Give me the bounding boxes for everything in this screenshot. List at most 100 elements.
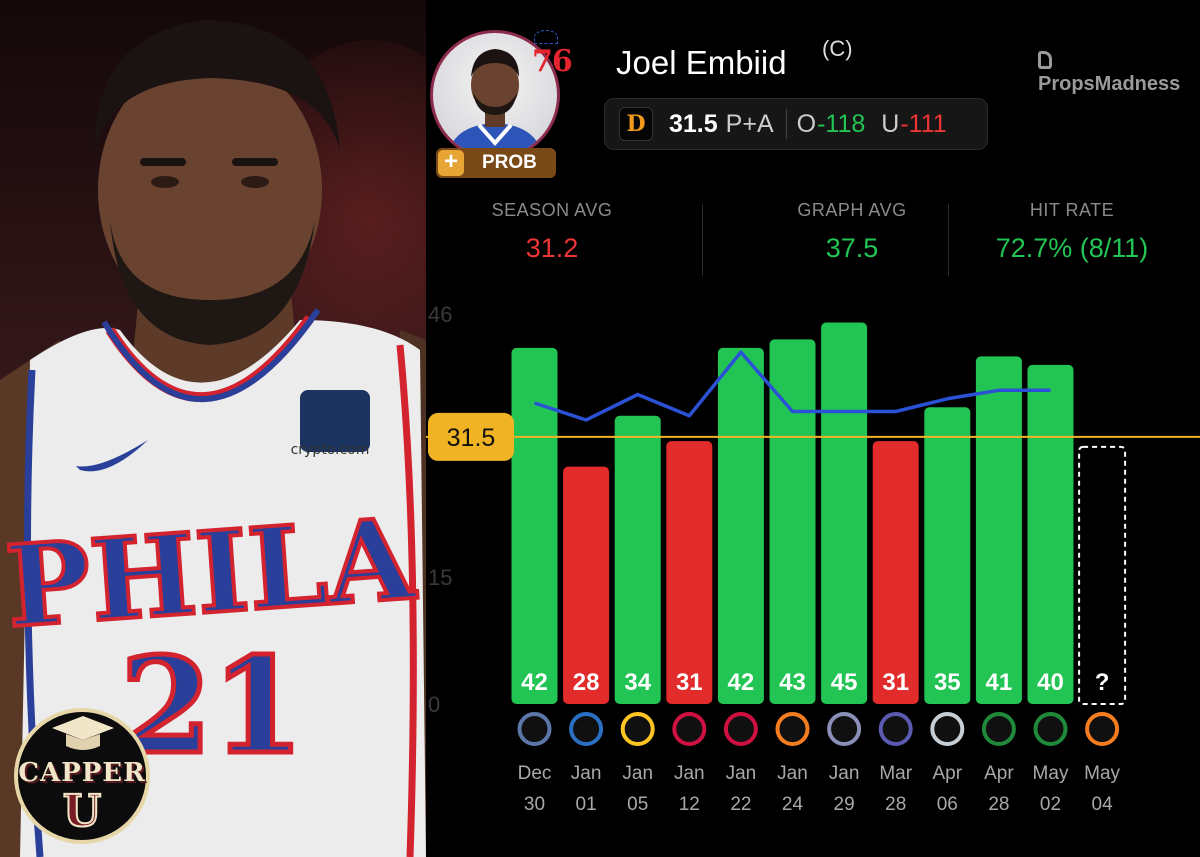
nuggets-logo-icon [620,712,655,746]
over-odds: -118 [817,109,866,138]
bar [769,339,816,704]
grizzlies-logo-icon [517,712,552,746]
stats-divider [948,204,949,276]
bar [872,441,919,704]
capper-u-logo: CAPPER U [14,708,150,844]
graph-avg-label: GRAPH AVG [797,200,907,220]
x-tick-month: May [1084,763,1120,784]
prob-badge-label: PROB [482,152,537,173]
threshold-badge [428,412,514,461]
bar-value-label: 43 [779,669,806,696]
x-tick-month: May [1033,763,1069,784]
draftkings-icon: D [619,107,653,141]
x-tick-day: 01 [576,794,597,815]
bar-value-label: 42 [521,669,548,696]
jersey-text: PHILA [2,494,420,653]
kings-logo-icon [827,712,862,746]
over-label: O [796,109,817,138]
spurs-logo-icon [930,712,965,746]
bar-value-label: 45 [831,669,858,696]
prop-type: P+A [725,109,774,138]
summary-stats: SEASON AVG 31.2 GRAPH AVG 37.5 HIT RATE … [426,200,1200,280]
x-tick-day: 06 [937,794,958,815]
bar-value-label: 28 [573,669,600,696]
prop-divider [785,109,787,139]
stats-panel: 76 + PROB Joel Embiid (C) PropsMadness D… [426,0,1200,857]
bar-value-label: 35 [934,669,961,696]
propsmadness-icon [1038,51,1052,69]
hit-rate-label: HIT RATE [1029,200,1115,220]
y-tick-label: 0 [428,692,440,717]
jersey-number: 21 [120,629,304,784]
bar [717,347,764,704]
mavericks-logo-icon [569,712,604,746]
x-tick-day: 04 [1092,794,1114,815]
y-tick-label: 46 [428,302,452,327]
bar [614,415,661,704]
hit-rate-stat: HIT RATE 72.7% (8/11) [972,200,1172,264]
raptors-logo-icon [672,712,707,746]
bar [975,356,1022,704]
x-tick-month: Jan [829,763,860,784]
x-tick-month: Apr [933,763,963,784]
bar-value-label: 41 [986,669,1013,696]
bar-value-label: 34 [624,669,651,696]
knicks-logo-icon [1085,712,1120,746]
team-logo: 76 [532,30,573,79]
x-tick-month: Jan [622,763,653,784]
team-logo-text: 76 [532,44,573,79]
x-tick-day: 02 [1040,794,1061,815]
x-tick-day: 29 [834,794,855,815]
prop-line-value: 31.5 [669,109,718,138]
game-log-chart: 46 15 0 42 28 34 31 42 43 45 31 35 41 40 ? 31.5 Dec 30 Jan… [426,302,1200,815]
capper-logo-u: U [62,785,102,838]
brand-name: PropsMadness [1038,73,1181,95]
bar [821,322,868,704]
brand-logo: PropsMadness [1038,50,1200,96]
under-label: U [881,109,900,138]
graph-avg-stat: GRAPH AVG 37.5 [752,200,952,264]
x-tick-month: Apr [984,763,1014,784]
player-name: Joel Embiid [616,44,787,81]
x-tick-day: 22 [730,794,751,815]
x-tick-day: 05 [627,794,648,815]
x-tick-day: 24 [782,794,804,815]
team-logo-stars [534,30,558,44]
bar [511,347,558,704]
x-tick-month: Dec [518,763,552,784]
rockets-logo-icon [723,712,758,746]
bar-value-label: 40 [1037,669,1064,696]
bar [563,466,610,704]
threshold-label: 31.5 [447,424,496,452]
x-tick-month: Jan [726,763,757,784]
x-tick-day: 12 [679,794,700,815]
x-tick-month: Jan [674,763,705,784]
y-tick-label: 15 [428,565,452,590]
x-tick-day: 28 [885,794,906,815]
graph-avg-value: 37.5 [825,233,879,263]
graduation-cap-icon [52,716,114,750]
bar [666,441,713,704]
under-odds: -111 [900,109,947,138]
sponsor-text: crypto.com [291,442,370,458]
prob-badge[interactable]: + PROB [436,148,556,178]
stats-divider [702,204,703,276]
celtics-logo-icon [981,712,1016,746]
average-trend-line [533,350,1051,422]
x-tick-month: Jan [571,763,602,784]
bar-value-label: 42 [728,669,755,696]
capper-logo-text: CAPPER [18,758,146,788]
prop-line-card[interactable]: D 31.5 P+A O -118 U -111 [604,98,988,150]
x-tick-day: 28 [988,794,1009,815]
player-photo: PHILA 21 crypto.com CAPPER U [0,0,426,857]
knicks-logo-icon [775,712,810,746]
plus-icon: + [438,150,464,176]
bar [924,407,971,704]
bar-pending [1078,445,1127,705]
x-tick-day: 30 [524,794,545,815]
bar-value-label: 31 [676,669,703,696]
x-tick-month: Mar [879,763,912,784]
season-avg-value: 31.2 [525,233,579,263]
hornets-logo-icon [878,712,913,746]
celtics-logo-icon [1033,712,1068,746]
